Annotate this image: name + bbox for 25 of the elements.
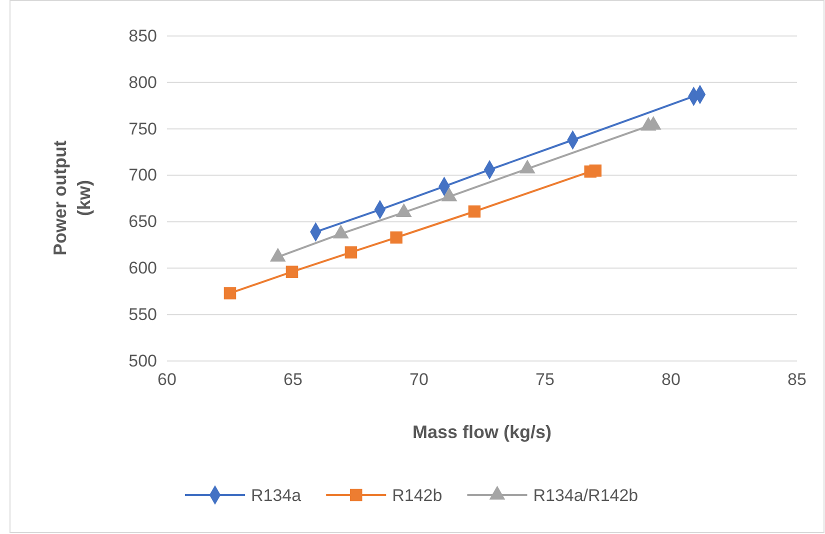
point (286, 266, 298, 278)
x-tick-label: 65 (284, 370, 302, 390)
y-tick-label: 800 (128, 72, 157, 92)
point (344, 246, 358, 258)
legend-label: R134a (251, 486, 302, 505)
y-tick-label: 700 (128, 166, 157, 185)
x-tick-label: 80 (662, 370, 680, 390)
point (468, 205, 481, 218)
legend-label: R142b (392, 486, 442, 505)
point (589, 164, 602, 177)
x-tick-label: 70 (410, 370, 428, 390)
y-tick-label: 550 (128, 305, 157, 324)
y-tick-label: 650 (128, 212, 157, 232)
y-tick-label: 500 (128, 351, 157, 370)
point (224, 287, 236, 300)
y-tick-label: 850 (128, 26, 157, 46)
point (390, 231, 402, 244)
y-axis-title: Power output (kw) (50, 140, 94, 256)
x-tick-label: 60 (158, 370, 176, 390)
x-tick-label: 85 (788, 370, 806, 390)
x-axis-title: Mass flow (kg/s) (412, 422, 552, 442)
y-tick-label: 600 (128, 258, 157, 278)
y-tick-label: 750 (128, 119, 157, 138)
x-tick-label: 75 (536, 370, 554, 390)
legend-label: R134a/R142b (533, 486, 638, 505)
